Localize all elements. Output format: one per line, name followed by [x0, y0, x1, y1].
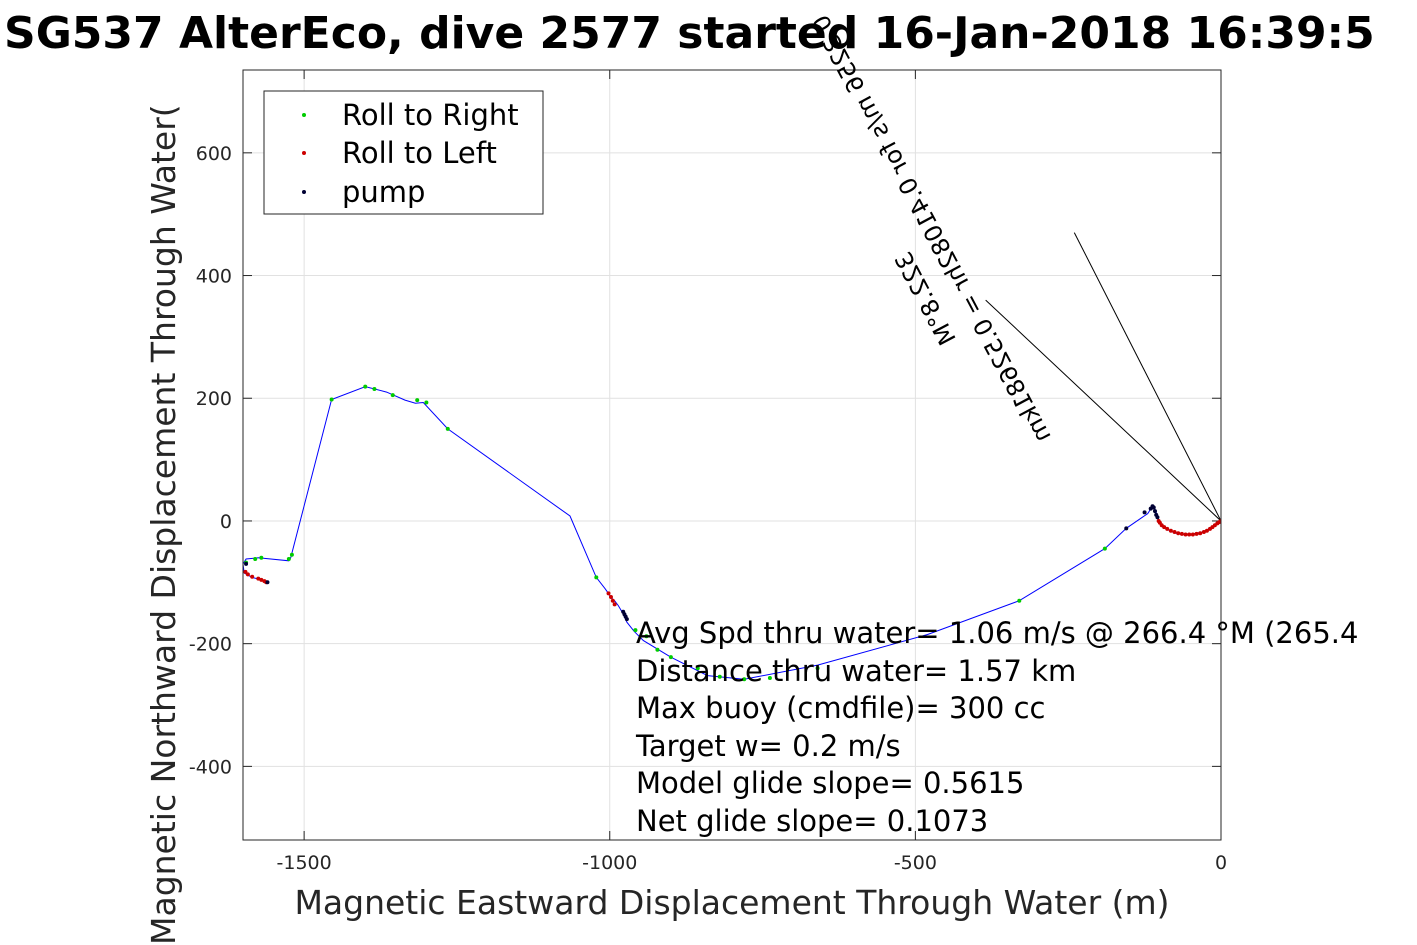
- pump-point: [244, 561, 249, 566]
- plot-marks: [243, 232, 1221, 682]
- roll-left-point: [1156, 518, 1161, 523]
- y-tick-label: 200: [196, 388, 232, 410]
- roll-right-point: [329, 397, 334, 402]
- x-tick-label: -500: [894, 852, 937, 874]
- pump-point: [1124, 526, 1129, 531]
- roll-left-point: [243, 569, 248, 574]
- plot-frame: [242, 69, 1222, 841]
- legend-box: [263, 90, 544, 215]
- roll-left-point: [1172, 530, 1177, 534]
- y-tick-label: -200: [189, 634, 232, 656]
- y-tick-label: 400: [196, 266, 232, 288]
- y-tick-label: 0: [220, 511, 232, 533]
- roll-right-point: [259, 555, 264, 560]
- roll-left-point: [250, 574, 255, 579]
- legend-marker-roll-left: [302, 151, 306, 155]
- roll-left-point: [1194, 531, 1199, 536]
- x-axis-label: Magnetic Eastward Displacement Through W…: [294, 883, 1169, 922]
- roll-right-point: [445, 426, 450, 431]
- roll-right-point: [363, 384, 368, 389]
- roll-left-point: [259, 577, 264, 582]
- roll-left-point: [1207, 526, 1212, 531]
- roll-left-point: [610, 598, 615, 603]
- legend-label-roll-right: Roll to Right: [342, 98, 519, 132]
- roll-left-point: [245, 572, 250, 577]
- current-vector-line: [1073, 232, 1221, 522]
- roll-right-point: [1017, 598, 1022, 603]
- roll-left-point: [612, 602, 617, 607]
- roll-right-point: [717, 674, 722, 679]
- y-tick-label: 600: [196, 143, 232, 165]
- roll-right-point: [655, 647, 660, 652]
- summary-annotations: Avg Spd thru water= 1.06 m/s @ 266.4 °M …: [635, 616, 1358, 838]
- roll-left-point: [1165, 526, 1170, 531]
- legend-label-pump: pump: [342, 175, 425, 209]
- annotation-target-w: Target w= 0.2 m/s: [635, 729, 901, 763]
- annotation-distance: Distance thru water= 1.57 km: [636, 654, 1076, 688]
- roll-left-point: [1190, 532, 1195, 537]
- pump-point: [1154, 512, 1159, 517]
- pump-point: [1142, 510, 1147, 515]
- annotation-net-glide-slope: Net glide slope= 0.1073: [636, 804, 988, 838]
- roll-right-point: [253, 556, 258, 561]
- annotation-max-buoy: Max buoy (cmdfile)= 300 cc: [636, 691, 1045, 725]
- roll-right-point: [415, 398, 420, 403]
- axis-ticks: -1500 -1000 -500 0 -400 -200 0 200 400 600: [189, 70, 1227, 874]
- annotation-model-glide-slope: Model glide slope= 0.5615: [636, 766, 1024, 800]
- pump-point: [1148, 506, 1153, 511]
- roll-left-point: [1183, 532, 1188, 537]
- current-vector-line: [985, 299, 1221, 522]
- roll-right-point: [644, 634, 649, 639]
- roll-left-point: [256, 576, 261, 581]
- legend-label-roll-left: Roll to Left: [342, 136, 497, 170]
- roll-right-point: [633, 628, 638, 633]
- roll-right-point: [594, 575, 599, 580]
- roll-right-point: [286, 556, 291, 561]
- pump-point: [265, 580, 270, 585]
- roll-right-point: [372, 387, 377, 392]
- x-tick-label: -1500: [277, 852, 332, 874]
- y-tick-label: -400: [189, 756, 232, 778]
- x-tick-label: 0: [1215, 852, 1227, 874]
- roll-right-point: [424, 400, 429, 405]
- legend-marker-pump: [302, 190, 306, 194]
- roll-left-point: [1179, 531, 1184, 536]
- roll-right-point: [668, 655, 673, 660]
- annotation-avg-speed: Avg Spd thru water= 1.06 m/s @ 266.4 °M …: [636, 616, 1358, 650]
- roll-right-point: [1102, 546, 1107, 551]
- legend-marker-roll-right: [302, 113, 306, 117]
- roll-right-point: [390, 393, 395, 398]
- pump-point: [624, 617, 629, 622]
- roll-right-point: [815, 666, 820, 671]
- chart-title: SG537 AlterEco, dive 2577 started 16-Jan…: [4, 8, 1375, 59]
- roll-right-point: [695, 666, 700, 671]
- x-tick-label: -1000: [582, 852, 637, 874]
- roll-right-point: [742, 677, 747, 682]
- roll-left-point: [606, 591, 611, 596]
- roll-left-point: [608, 595, 613, 600]
- roll-right-point: [289, 552, 294, 557]
- roll-left-point: [1187, 532, 1192, 537]
- pump-point: [1152, 509, 1157, 514]
- grid-lines: [243, 70, 1222, 840]
- roll-left-point: [1201, 530, 1206, 534]
- roll-left-point: [1198, 531, 1203, 536]
- roll-left-point: [1176, 531, 1181, 536]
- roll-left-point: [1168, 528, 1173, 533]
- roll-left-point: [1204, 528, 1209, 533]
- y-axis-label: Magnetic Northward Displacement Through …: [144, 104, 183, 945]
- roll-right-point: [767, 676, 772, 681]
- legend: Roll to Right Roll to Left pump: [263, 90, 544, 215]
